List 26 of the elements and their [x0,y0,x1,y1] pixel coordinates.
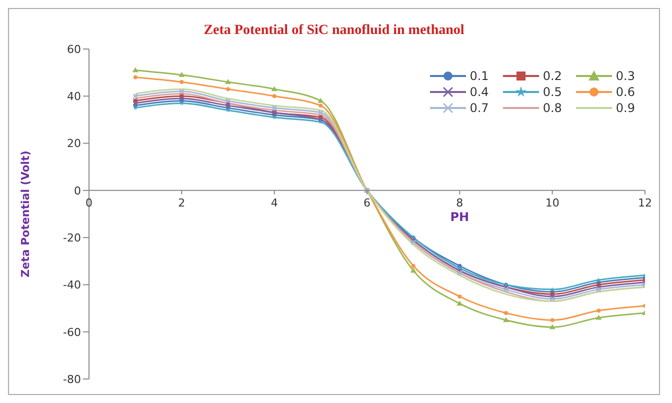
legend-label: 0.6 [616,85,635,99]
y-tick-label: 20 [67,137,81,150]
x-tick-label: 2 [178,196,186,210]
legend-label: 0.9 [616,101,635,115]
x-tick-label: 12 [638,196,652,210]
legend-label: 0.2 [542,69,562,83]
y-tick-label: -40 [63,278,81,292]
legend-label: 0.1 [470,69,489,83]
x-tick-label: 8 [456,196,464,210]
y-tick-label: 0 [74,184,81,198]
x-tick-label: 4 [270,196,278,210]
x-axis-title: PH [449,210,470,224]
y-tick-label: -80 [63,372,81,386]
x-tick-label: 6 [364,196,370,210]
y-tick-label: -20 [63,231,81,244]
legend-label: 0.7 [470,101,489,115]
y-tick-label: -60 [63,326,81,339]
chart-title: Zeta Potential of SiC nanofluid in methanol [202,23,466,39]
legend-label: 0.8 [542,101,562,115]
y-tick-label: 40 [67,90,81,104]
legend-label: 0.4 [470,85,489,99]
y-tick-label: 60 [67,42,81,56]
legend-label: 0.3 [616,69,635,83]
x-tick-label: 10 [545,196,560,210]
y-axis-title: Zeta Potential (Volt) [18,150,32,278]
legend-label: 0.5 [542,85,562,99]
